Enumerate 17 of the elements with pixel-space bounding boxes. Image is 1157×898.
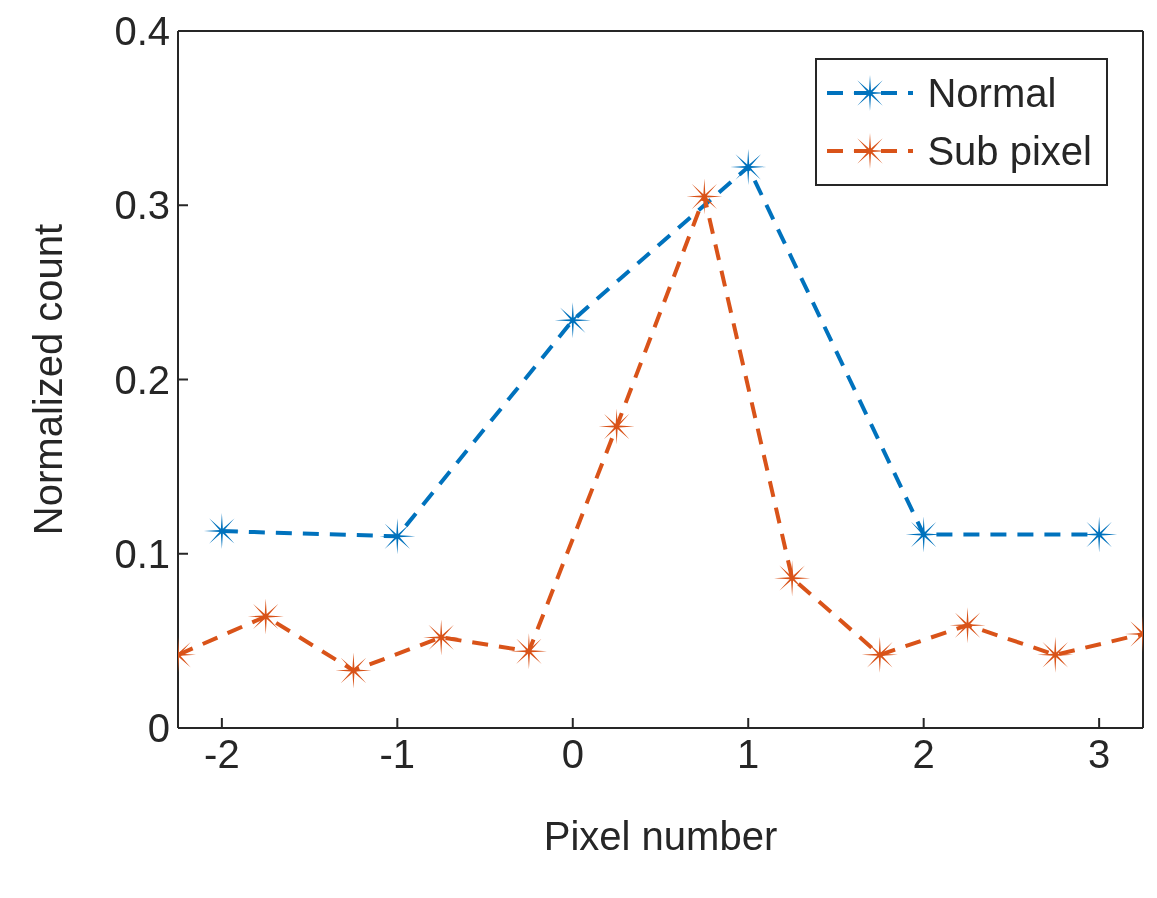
y-tick-label: 0.1 xyxy=(114,531,170,576)
x-tick-label: -2 xyxy=(204,732,240,777)
point xyxy=(686,178,723,215)
y-axis-title: Normalized count xyxy=(26,223,71,536)
legend-label: Sub pixel xyxy=(927,128,1092,174)
legend-label: Normal xyxy=(927,70,1057,116)
point xyxy=(335,652,372,689)
x-tick-label: 0 xyxy=(561,732,584,777)
y-tick-label: 0.4 xyxy=(114,9,170,54)
y-tick-label: 0.2 xyxy=(114,357,170,402)
x-tick-label: -1 xyxy=(379,732,416,777)
x-tick-label: 3 xyxy=(1088,732,1111,777)
x-axis-title: Pixel number xyxy=(543,814,778,858)
x-tick-label: 1 xyxy=(737,732,760,777)
x-tick-label: 2 xyxy=(912,732,935,777)
point xyxy=(598,408,635,445)
y-tick-label: 0.3 xyxy=(114,183,170,228)
